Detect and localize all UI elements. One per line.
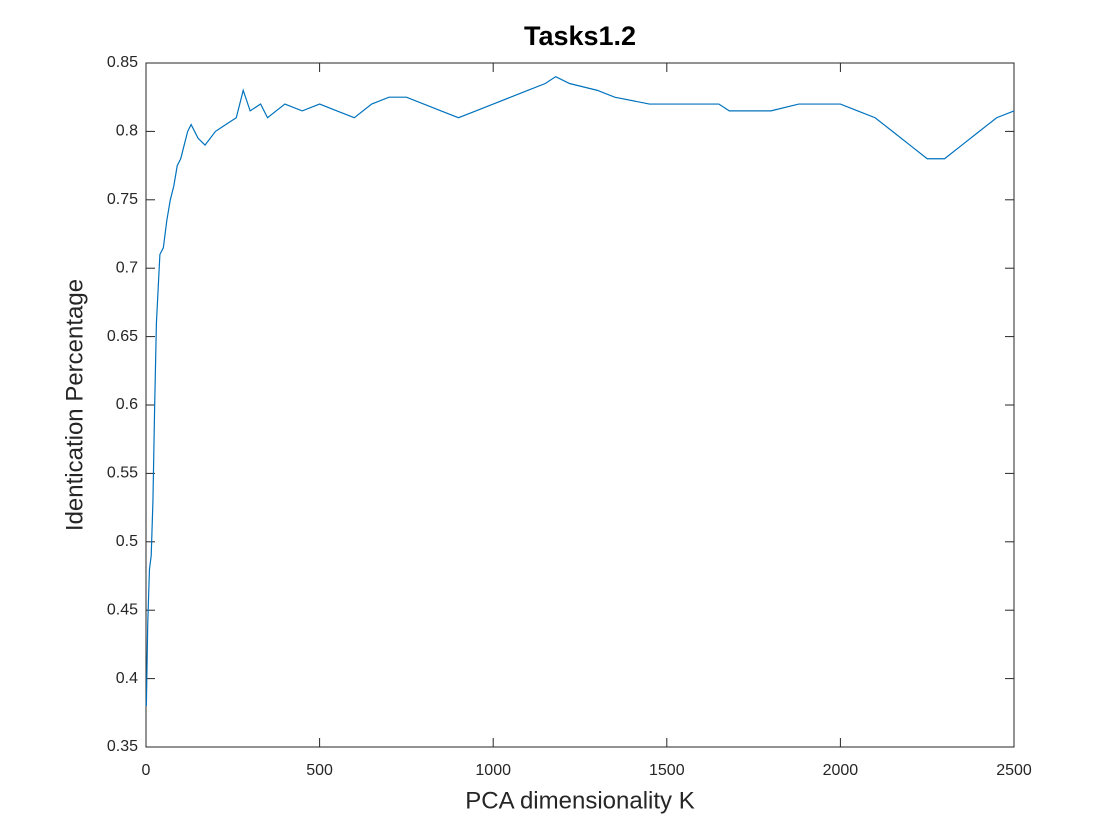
chart-title: Tasks1.2 [524, 21, 636, 51]
y-tick-label: 0.8 [116, 123, 138, 140]
y-tick-label: 0.55 [107, 465, 138, 482]
x-axis-label: PCA dimensionality K [465, 787, 694, 814]
x-tick-label: 1000 [475, 762, 511, 779]
y-tick-label: 0.65 [107, 328, 138, 345]
y-tick-label: 0.5 [116, 533, 138, 550]
x-tick-label: 1500 [649, 762, 685, 779]
y-tick-label: 0.75 [107, 191, 138, 208]
y-tick-label: 0.35 [107, 738, 138, 755]
plot-frame [145, 62, 1015, 748]
x-tick-label: 2000 [823, 762, 859, 779]
y-tick-label: 0.7 [116, 259, 138, 276]
x-tick-label: 500 [306, 762, 333, 779]
x-tick-label: 2500 [996, 762, 1032, 779]
y-axis-label: Identication Percentage [61, 279, 88, 531]
x-tick-label: 0 [142, 762, 151, 779]
y-tick-label: 0.4 [116, 670, 138, 687]
y-tick-label: 0.6 [116, 396, 138, 413]
y-tick-label: 0.85 [107, 54, 138, 71]
y-tick-label: 0.45 [107, 601, 138, 618]
data-line [145, 75, 1015, 706]
